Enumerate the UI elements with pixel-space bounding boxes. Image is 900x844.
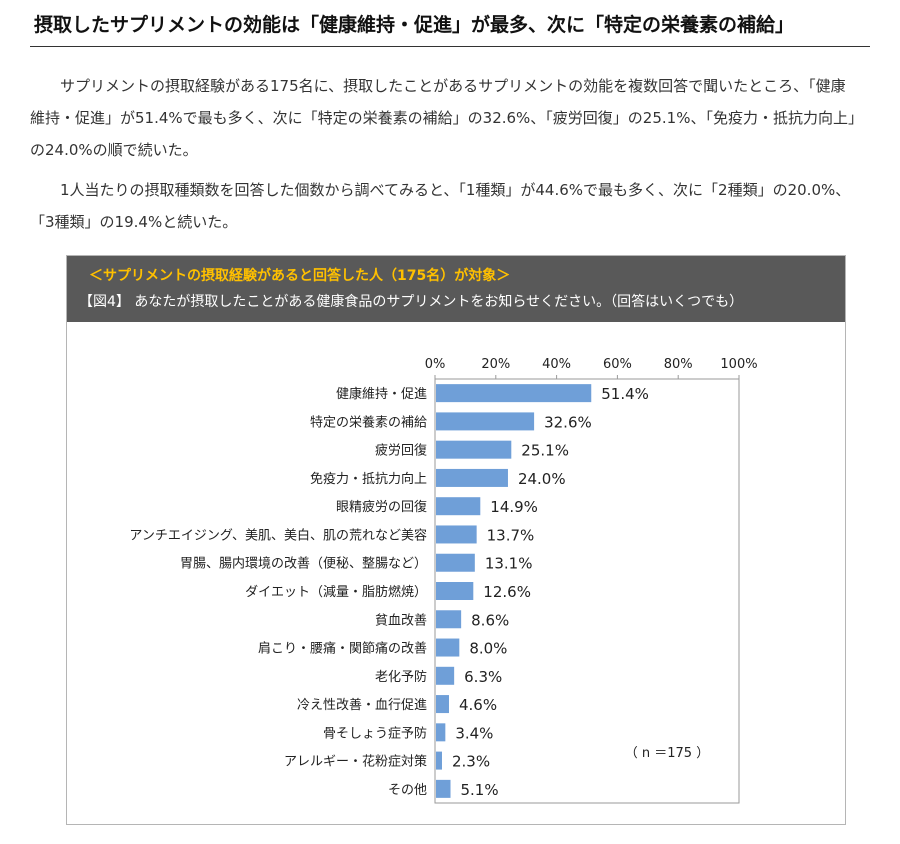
body-paragraph-1: サプリメントの摂取経験がある175名に、摂取したことがあるサプリメントの効能を複… bbox=[30, 77, 856, 159]
bar-chart: 0% 20% 40% 60% 80% 100% 健康維持・促進 51.4% 特定の栄養素の補給 3… bbox=[129, 357, 758, 804]
figure-panel: ＜サプリメントの摂取経験があると回答した人（175名）が対象＞ 【図4】 あなた… bbox=[66, 255, 846, 825]
bar bbox=[436, 440, 512, 459]
bar bbox=[436, 666, 455, 685]
bar bbox=[436, 497, 481, 516]
bar bbox=[436, 582, 474, 600]
bar bbox=[436, 779, 451, 798]
body-paragraph-2: 1人当たりの摂取種類数を回答した個数から調べてみると、「1種類」が44.6%で最… bbox=[30, 181, 851, 231]
bar bbox=[436, 553, 475, 572]
category-label: その他 bbox=[388, 783, 427, 798]
x-tick-label: 80% bbox=[664, 357, 693, 372]
category-label: アンチエイジング、美肌、美白、肌の荒れなど美容 bbox=[129, 527, 427, 543]
bar-value-label: 2.3% bbox=[452, 753, 490, 771]
category-label: 老化予防 bbox=[375, 669, 427, 685]
bar-value-label: 13.1% bbox=[485, 555, 533, 573]
x-tick-label: 40% bbox=[542, 357, 571, 372]
category-label: 眼精疲労の回復 bbox=[336, 499, 427, 515]
bar bbox=[436, 525, 477, 544]
bar-value-label: 32.6% bbox=[544, 413, 592, 431]
category-label: 貧血改善 bbox=[375, 612, 427, 628]
category-label: 肩こり・腰痛・関節痛の改善 bbox=[258, 641, 427, 657]
bar-value-label: 8.6% bbox=[471, 611, 509, 629]
category-label: アレルギー・花粉症対策 bbox=[284, 754, 427, 770]
bar-value-label: 3.4% bbox=[455, 724, 493, 742]
x-tick-label: 20% bbox=[481, 357, 510, 372]
x-tick-label: 100% bbox=[720, 357, 757, 372]
bar-value-label: 12.6% bbox=[483, 583, 531, 601]
category-label: 健康維持・促進 bbox=[336, 386, 427, 402]
bar bbox=[436, 610, 462, 629]
category-label: 特定の栄養素の補給 bbox=[310, 414, 427, 430]
bar bbox=[436, 751, 442, 770]
headline-divider bbox=[30, 46, 870, 47]
category-label: 免疫力・抵抗力向上 bbox=[310, 471, 427, 487]
bar bbox=[436, 638, 460, 657]
bar-value-label: 25.1% bbox=[521, 442, 569, 460]
plot-frame bbox=[434, 378, 740, 804]
x-tick-label: 0% bbox=[425, 357, 446, 372]
bar bbox=[436, 723, 446, 742]
bar-value-label: 24.0% bbox=[518, 470, 566, 488]
figure-header: ＜サプリメントの摂取経験があると回答した人（175名）が対象＞ 【図4】 あなた… bbox=[67, 256, 845, 322]
category-label: 疲労回復 bbox=[375, 443, 427, 459]
figure-question: 【図4】 あなたが摂取したことがある健康食品のサプリメントをお知らせください。（… bbox=[79, 294, 744, 310]
bar-value-label: 13.7% bbox=[487, 526, 535, 544]
bar-value-label: 51.4% bbox=[601, 385, 649, 403]
bar-value-label: 8.0% bbox=[469, 640, 507, 658]
bar bbox=[436, 468, 508, 487]
category-label: 骨そしょう症予防 bbox=[323, 725, 427, 741]
figure-target-note: ＜サプリメントの摂取経験があると回答した人（175名）が対象＞ bbox=[89, 268, 511, 284]
category-label: 胃腸、腸内環境の改善（便秘、整腸など） bbox=[180, 556, 427, 572]
category-label: ダイエット（減量・脂肪燃焼） bbox=[245, 584, 427, 600]
bar bbox=[436, 412, 535, 431]
bar-value-label: 14.9% bbox=[490, 498, 538, 516]
x-tick-label: 60% bbox=[603, 357, 632, 372]
bar-value-label: 5.1% bbox=[461, 781, 499, 799]
article-headline: 摂取したサプリメントの効能は「健康維持・促進」が最多、次に「特定の栄養素の補給」 bbox=[34, 14, 795, 36]
bar bbox=[436, 384, 592, 403]
bar-value-label: 6.3% bbox=[464, 668, 502, 686]
sample-size-note: （ n ＝175 ） bbox=[625, 746, 709, 761]
bar bbox=[436, 695, 449, 714]
category-label: 冷え性改善・血行促進 bbox=[297, 697, 427, 713]
bar-value-label: 4.6% bbox=[459, 696, 497, 714]
